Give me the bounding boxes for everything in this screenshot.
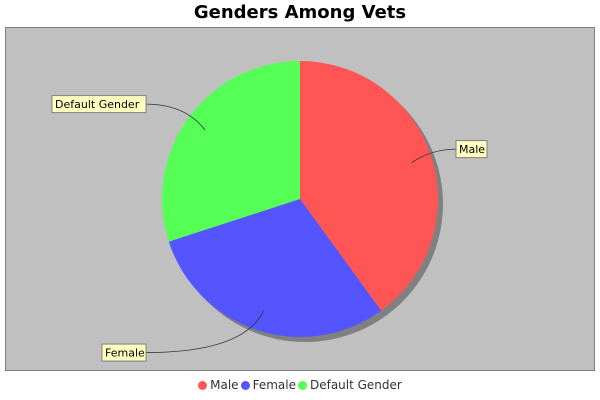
legend-label-male: Male <box>210 378 239 392</box>
slice-label-default-gender: Default Gender <box>51 95 147 114</box>
chart-title: Genders Among Vets <box>193 2 407 23</box>
leader-line-male <box>411 148 457 164</box>
svg-text:Default Gender: Default Gender <box>55 98 140 111</box>
plot-area: Male Female Default Gender <box>5 27 595 371</box>
legend-label-female: Female <box>252 378 296 392</box>
slice-label-male: Male <box>455 140 488 159</box>
legend-item-male: Male <box>198 378 239 392</box>
leader-line-female <box>145 310 265 353</box>
pie-slice-female[interactable] <box>168 199 382 338</box>
legend-swatch-male <box>198 381 208 390</box>
legend-swatch-female <box>240 381 250 390</box>
legend-label-default-gender: Default Gender <box>309 378 402 392</box>
legend-item-default-gender: Default Gender <box>297 378 402 392</box>
slice-label-female: Female <box>101 343 147 362</box>
legend: Male Female Default Gender <box>0 378 600 392</box>
pie-slice-default-gender[interactable] <box>162 61 300 242</box>
legend-swatch-default-gender <box>297 381 307 390</box>
svg-text:Male: Male <box>459 143 485 156</box>
legend-item-female: Female <box>240 378 296 392</box>
svg-text:Female: Female <box>105 347 145 360</box>
pie-slice-male[interactable] <box>300 61 439 311</box>
leader-line-default-gender <box>145 103 206 131</box>
